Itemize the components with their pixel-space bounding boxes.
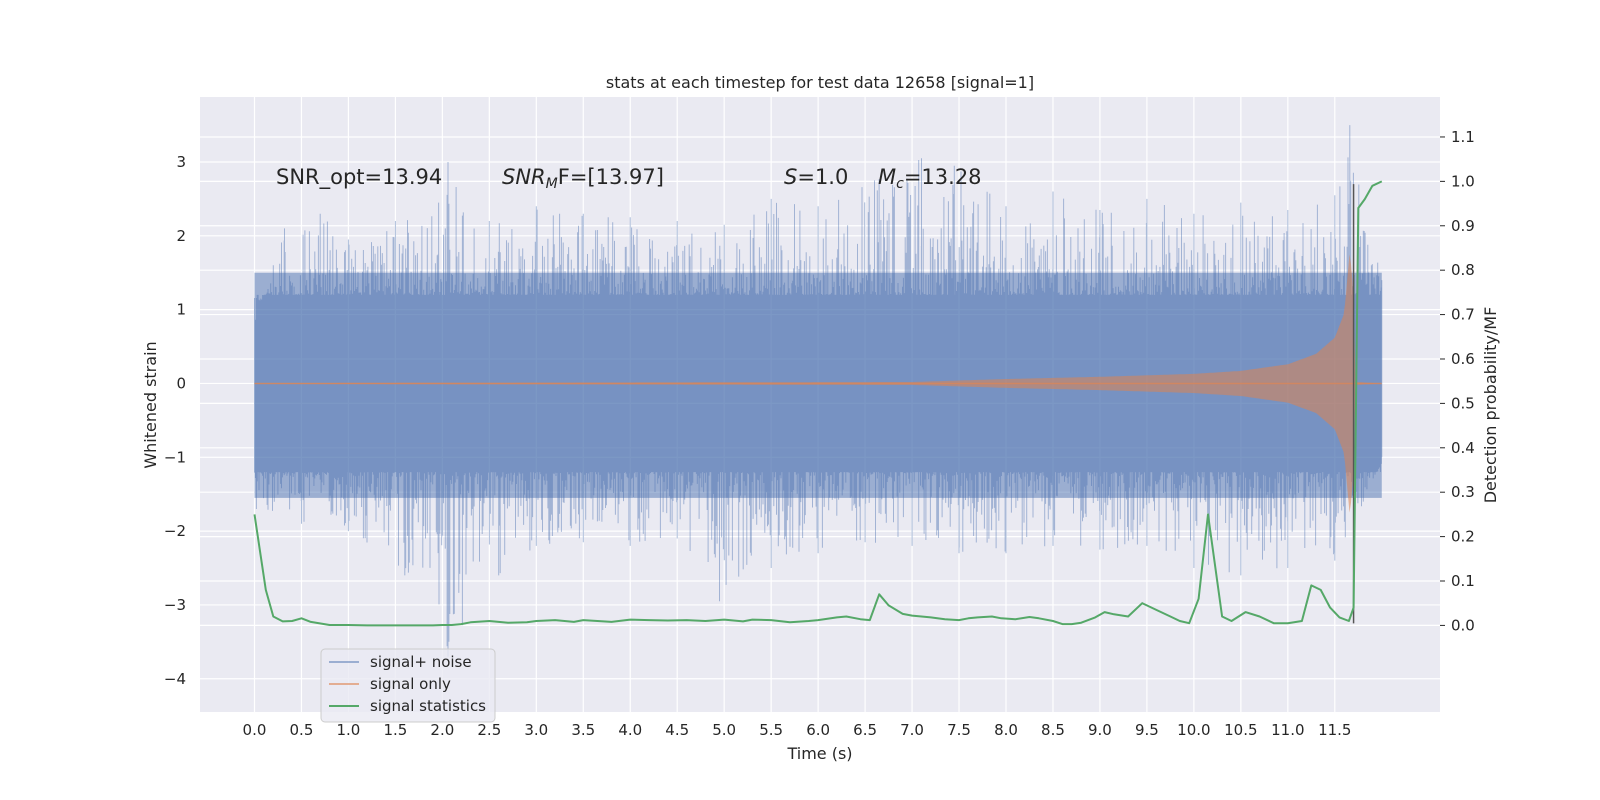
y-tick-label-right: 0.1 bbox=[1451, 572, 1475, 590]
y-tick-labels-right: 1.1 1.0 0.9 0.8 0.7 0.6 0.5 0.4 0.3 0.2 0.1 0.0 bbox=[1451, 128, 1475, 634]
y-tick-label: −3 bbox=[164, 596, 186, 614]
y-tick-label-right: 0.4 bbox=[1451, 439, 1475, 457]
y-tick-labels-left: 3 2 1 0 −1 −2 −3 −4 bbox=[164, 153, 186, 688]
annotation-snr-opt: SNR_opt=13.94 bbox=[276, 165, 442, 190]
y-tick-label: −4 bbox=[164, 670, 186, 688]
x-tick-label: 11.5 bbox=[1318, 721, 1351, 739]
x-tick-label: 10.0 bbox=[1177, 721, 1210, 739]
annotation-s: S=1.0 bbox=[784, 165, 848, 189]
x-tick-label: 6.5 bbox=[853, 721, 877, 739]
legend-label-noise: signal+ noise bbox=[370, 653, 472, 671]
y-tick-label: 1 bbox=[176, 301, 186, 319]
x-tick-label: 5.5 bbox=[759, 721, 783, 739]
y-tick-label: 3 bbox=[176, 153, 186, 171]
annotation-snr-mf: SNRMF=[13.97] bbox=[502, 165, 664, 192]
x-tick-label: 5.0 bbox=[712, 721, 736, 739]
x-tick-label: 9.5 bbox=[1135, 721, 1159, 739]
y-tick-label-right: 0.3 bbox=[1451, 483, 1475, 501]
legend: signal+ noise signal only signal statist… bbox=[320, 648, 496, 723]
y-tick-label-right: 0.7 bbox=[1451, 306, 1475, 324]
x-tick-label: 3.0 bbox=[524, 721, 548, 739]
x-tick-label: 1.5 bbox=[383, 721, 407, 739]
y-tick-label-right: 1.0 bbox=[1451, 172, 1475, 190]
x-tick-label: 11.0 bbox=[1271, 721, 1304, 739]
y-tick-label-right: 0.6 bbox=[1451, 350, 1475, 368]
y-axis-label-left: Whitened strain bbox=[141, 341, 160, 468]
x-tick-label: 8.0 bbox=[994, 721, 1018, 739]
chart-title: stats at each timestep for test data 126… bbox=[606, 73, 1034, 92]
annotation-mc: Mc=13.28 bbox=[878, 165, 982, 192]
x-tick-label: 4.0 bbox=[618, 721, 642, 739]
series-signal-statistics bbox=[253, 180, 1383, 627]
y-tick-label-right: 0.2 bbox=[1451, 528, 1475, 546]
x-tick-label: 1.0 bbox=[336, 721, 360, 739]
x-tick-label: 7.5 bbox=[947, 721, 971, 739]
x-tick-label: 10.5 bbox=[1224, 721, 1257, 739]
x-tick-labels: 0.0 0.5 1.0 1.5 2.0 2.5 3.0 3.5 4.0 4.5 5.0 5.5 6.0 6… bbox=[243, 721, 1352, 739]
legend-label-signal: signal only bbox=[370, 675, 451, 693]
x-tick-label: 2.0 bbox=[430, 721, 454, 739]
x-tick-label: 4.5 bbox=[665, 721, 689, 739]
y-tick-label-right: 0.5 bbox=[1451, 394, 1475, 412]
legend-label-stats: signal statistics bbox=[370, 697, 486, 715]
y-tick-label: 2 bbox=[176, 227, 186, 245]
x-tick-label: 3.5 bbox=[571, 721, 595, 739]
y-tick-label: −2 bbox=[164, 522, 186, 540]
x-axis-label: Time (s) bbox=[786, 744, 852, 763]
y-tick-label: −1 bbox=[164, 448, 186, 466]
y-tick-label: 0 bbox=[176, 374, 186, 392]
series-signal-only bbox=[254, 254, 1382, 513]
legend-box bbox=[320, 648, 496, 723]
x-tick-label: 0.0 bbox=[243, 721, 267, 739]
y-tick-label-right: 0.8 bbox=[1451, 261, 1475, 279]
y-tick-label-right: 1.1 bbox=[1451, 128, 1475, 146]
y-tick-label-right: 0.0 bbox=[1451, 616, 1475, 634]
x-tick-label: 6.0 bbox=[806, 721, 830, 739]
stats-line bbox=[253, 180, 1383, 627]
y-axis-label-right: Detection probability/MF bbox=[1481, 307, 1500, 504]
x-tick-label: 0.5 bbox=[290, 721, 314, 739]
y-tick-marks-right bbox=[1440, 136, 1445, 626]
x-tick-label: 8.5 bbox=[1041, 721, 1065, 739]
x-tick-label: 2.5 bbox=[477, 721, 501, 739]
x-tick-label: 9.0 bbox=[1088, 721, 1112, 739]
y-tick-label-right: 0.9 bbox=[1451, 217, 1475, 235]
x-tick-label: 7.0 bbox=[900, 721, 924, 739]
